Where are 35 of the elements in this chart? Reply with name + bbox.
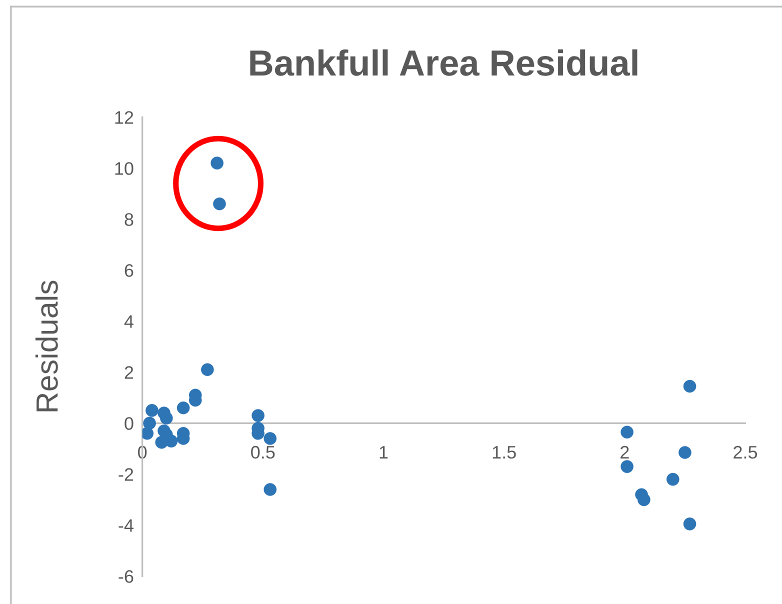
point: [620, 460, 634, 473]
x-tick-label: 2.5: [734, 446, 758, 459]
y-tick-label: 12: [115, 111, 134, 124]
point: [638, 493, 650, 506]
point: [683, 380, 696, 393]
point: [210, 156, 224, 170]
point: [146, 404, 158, 417]
point: [160, 412, 173, 425]
y-tick-label: -4: [118, 519, 134, 532]
y-tick-label: -2: [118, 468, 134, 481]
point: [620, 426, 634, 439]
y-axis-title: Residuals: [35, 280, 58, 412]
x-tick-label: 1: [380, 446, 388, 459]
chart-title: Bankfull Area Residual: [250, 49, 638, 76]
y-tick-label: 0: [124, 417, 134, 430]
point: [142, 427, 154, 440]
point: [264, 432, 277, 445]
point: [666, 472, 680, 486]
x-tick-label: 0.5: [251, 446, 275, 459]
point: [201, 363, 214, 376]
point: [683, 518, 696, 530]
y-tick-label: 2: [124, 366, 134, 379]
point: [213, 197, 226, 210]
point: [143, 416, 156, 430]
point: [176, 402, 190, 414]
y-tick-label: 10: [115, 162, 134, 175]
x-tick-label: 1.5: [492, 446, 516, 459]
point: [252, 409, 264, 422]
point: [264, 483, 277, 496]
y-tick-label: 4: [124, 315, 134, 328]
y-tick-label: 6: [124, 264, 134, 277]
point: [678, 446, 692, 459]
y-tick-label: -6: [118, 570, 134, 583]
x-tick-label: 2: [620, 446, 629, 459]
y-tick-label: 8: [124, 213, 134, 226]
